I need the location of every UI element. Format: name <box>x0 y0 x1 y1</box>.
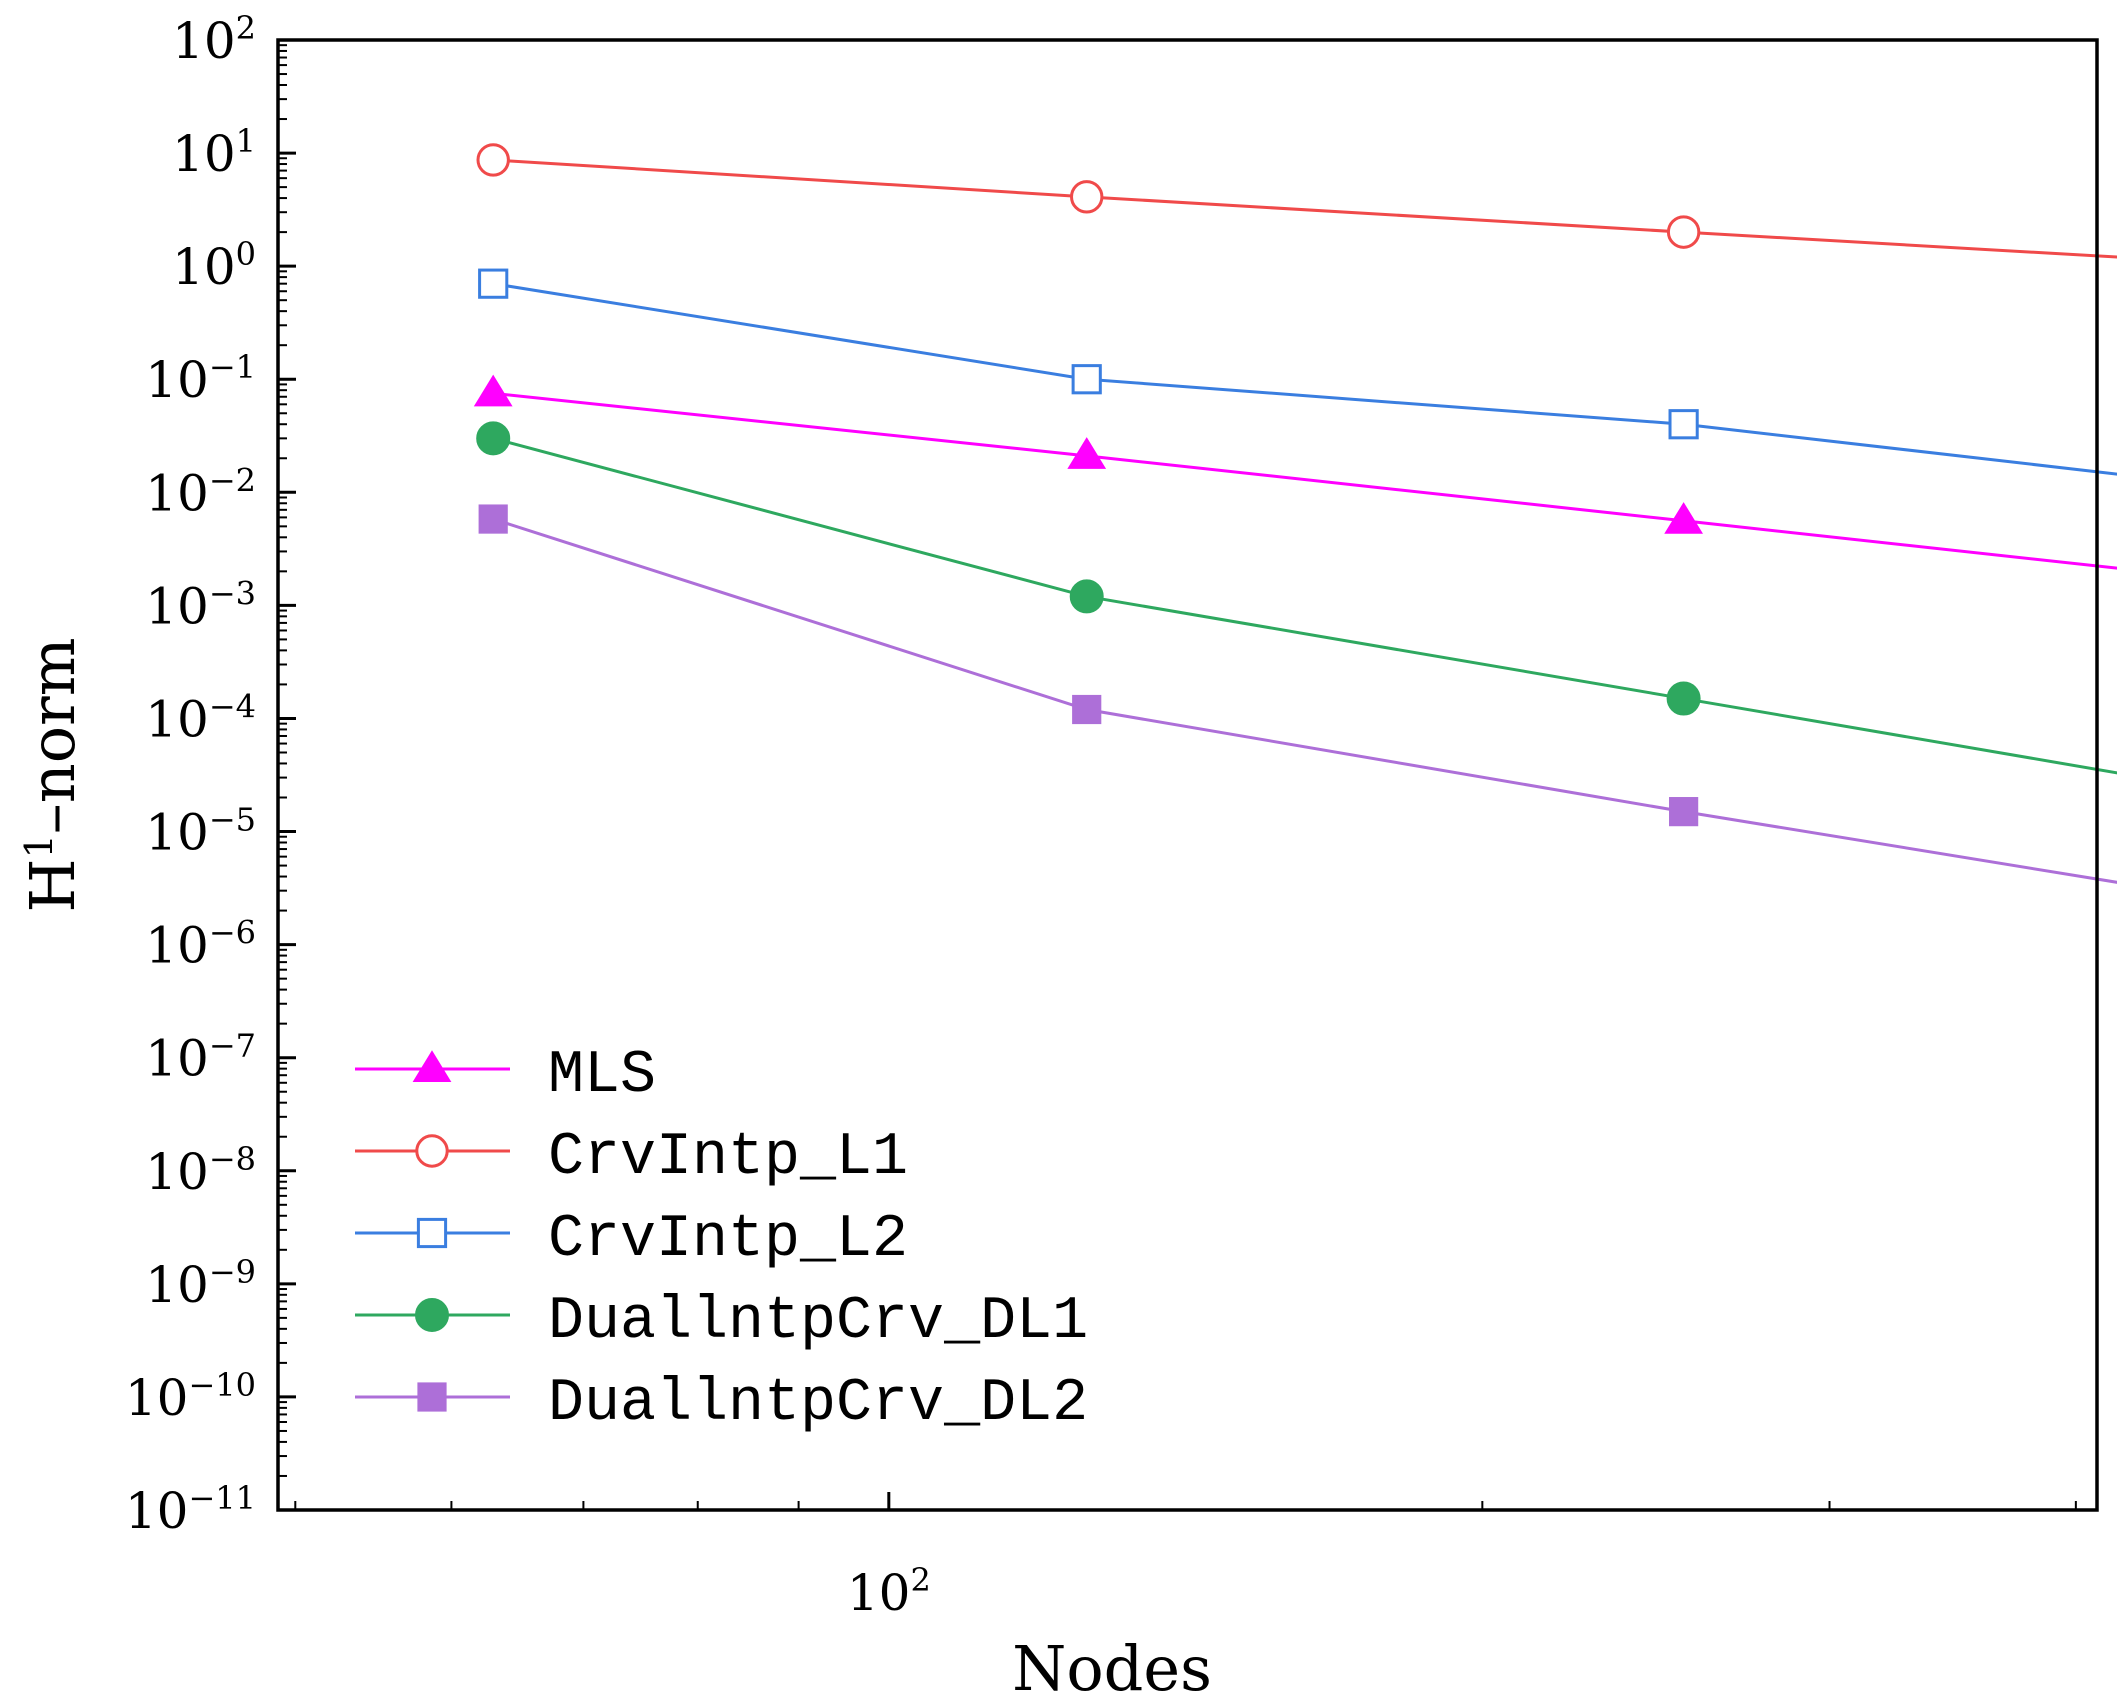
data-point <box>1664 502 1704 534</box>
y-tick-sup: −3 <box>209 574 256 612</box>
y-tick-label: 10−10 <box>125 1366 256 1427</box>
plot-frame <box>276 38 2099 1512</box>
y-tick-label: 10−5 <box>145 801 256 862</box>
x-tick-base: 10 <box>847 1564 911 1622</box>
y-tick-label: 10−9 <box>145 1253 256 1314</box>
legend-label: CrvIntp_L2 <box>548 1206 908 1274</box>
y-tick-label: 10−7 <box>145 1027 256 1088</box>
series-line <box>492 436 2117 775</box>
series-line <box>492 517 2117 884</box>
legend-label: MLS <box>548 1042 656 1110</box>
legend-marker <box>412 1050 452 1082</box>
y-tick-label: 10−2 <box>145 461 256 522</box>
legend-marker <box>417 1382 447 1412</box>
y-tick-base: 10 <box>145 1030 209 1088</box>
y-tick-label: 101 <box>172 122 256 183</box>
series-DuallntpCrv_DL2 <box>478 504 2117 884</box>
legend: MLS CrvIntp_L1 CrvIntp_L2 DuallntpCrv_DL1 Du… <box>355 1042 1088 1438</box>
y-tick-sup: −10 <box>188 1366 256 1404</box>
y-tick-sup: −6 <box>209 914 256 952</box>
y-tick-sup: −4 <box>209 687 256 725</box>
y-tick-label: 10−1 <box>145 348 256 409</box>
y-tick-base: 10 <box>172 12 236 70</box>
y-tick-label: 102 <box>172 9 256 70</box>
y-tick-base: 10 <box>145 351 209 409</box>
y-tick-label: 10−8 <box>145 1140 256 1201</box>
data-point <box>1070 180 1104 214</box>
y-tick-base: 10 <box>145 917 209 975</box>
y-tick-sup: −8 <box>209 1140 256 1178</box>
y-tick-label: 100 <box>172 235 256 296</box>
legend-label: CrvIntp_L1 <box>548 1124 908 1192</box>
y-tick-sup: −9 <box>209 1253 256 1291</box>
legend-marker <box>415 1298 449 1332</box>
y-axis-label-sup: 1 <box>17 834 61 858</box>
series-MLS <box>473 374 2117 570</box>
y-tick-sup: −11 <box>188 1479 256 1517</box>
x-axis-label: Nodes <box>1012 1632 1212 1702</box>
series-CrvIntp_L1 <box>476 143 2117 259</box>
legend-marker <box>415 1134 449 1168</box>
y-axis-label: H1–norm <box>16 638 89 913</box>
data-point <box>1668 409 1699 440</box>
series-line <box>492 282 2117 476</box>
x-tick-labels: 102 <box>847 1561 931 1622</box>
y-tick-base: 10 <box>145 1256 209 1314</box>
y-tick-base: 10 <box>172 125 236 183</box>
y-tick-base: 10 <box>125 1369 189 1427</box>
y-tick-label: 10−11 <box>125 1479 256 1540</box>
legend-item: DuallntpCrv_DL2 <box>355 1370 1088 1438</box>
data-point <box>1666 681 1701 716</box>
y-tick-label: 10−6 <box>145 914 256 975</box>
y-tick-base: 10 <box>172 238 236 296</box>
y-tick-sup: −1 <box>209 348 256 386</box>
y-tick-sup: 1 <box>236 122 256 160</box>
y-tick-sup: −5 <box>209 801 256 839</box>
legend-item: MLS <box>355 1042 656 1110</box>
data-point <box>1072 694 1102 725</box>
y-tick-label: 10−3 <box>145 574 256 635</box>
y-tick-base: 10 <box>145 1143 209 1201</box>
legend-item: DuallntpCrv_DL1 <box>355 1288 1088 1356</box>
series-line <box>493 158 2117 259</box>
y-axis-label-rest: –norm <box>16 638 89 835</box>
x-tick-sup: 2 <box>910 1561 930 1599</box>
legend-item: CrvIntp_L2 <box>355 1206 908 1274</box>
y-tick-base: 10 <box>145 690 209 748</box>
legend-label: DuallntpCrv_DL1 <box>548 1288 1088 1356</box>
data-point <box>1071 364 1102 395</box>
y-tick-labels: 10210110010−110−210−310−410−510−610−710−… <box>125 9 256 1540</box>
y-tick-sup: 0 <box>236 235 256 273</box>
data-point <box>1069 579 1104 614</box>
plot-series <box>473 143 2117 884</box>
y-tick-sup: 2 <box>236 9 256 47</box>
legend-item: CrvIntp_L1 <box>355 1124 908 1192</box>
data-point <box>473 374 513 407</box>
legend-label: DuallntpCrv_DL2 <box>548 1370 1088 1438</box>
x-tick-label: 102 <box>847 1561 931 1622</box>
y-tick-sup: −7 <box>209 1027 256 1065</box>
data-point <box>476 143 510 177</box>
data-point <box>478 504 508 534</box>
y-tick-base: 10 <box>125 1482 189 1540</box>
series-CrvIntp_L2 <box>478 268 2117 476</box>
data-point <box>1669 797 1699 827</box>
y-tick-base: 10 <box>145 804 209 862</box>
data-point <box>1666 215 1701 249</box>
y-axis-label-base: H <box>16 858 89 912</box>
data-point <box>476 421 511 456</box>
y-tick-base: 10 <box>145 464 209 522</box>
series-DuallntpCrv_DL1 <box>476 421 2117 775</box>
y-tick-base: 10 <box>145 577 209 635</box>
y-tick-sup: −2 <box>209 461 256 499</box>
data-point <box>1067 437 1107 469</box>
y-tick-label: 10−4 <box>145 687 256 748</box>
series-line <box>493 391 2117 570</box>
legend-marker <box>416 1217 448 1249</box>
data-point <box>478 268 509 299</box>
